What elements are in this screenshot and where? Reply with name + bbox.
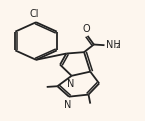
Text: Cl: Cl [30, 9, 39, 19]
Text: 2: 2 [115, 43, 120, 49]
Text: O: O [83, 24, 90, 34]
Text: N: N [64, 100, 72, 110]
Text: N: N [67, 79, 74, 89]
Text: NH: NH [106, 40, 121, 50]
